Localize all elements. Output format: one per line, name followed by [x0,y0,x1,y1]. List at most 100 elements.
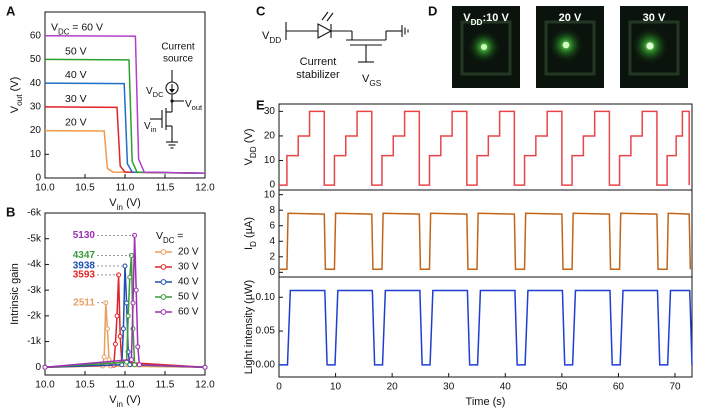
marker [130,300,136,306]
legend-title: VDC = [156,230,183,245]
y-tick-label: 60 [30,30,42,41]
circuit-label: stabilizer [296,69,340,81]
legend-label: 60 V [178,307,199,318]
photo-detail [628,20,680,76]
marker [135,344,141,350]
legend-label: 50 V [178,292,199,303]
value-label: 3593 [73,270,96,281]
legend-label: 30 V [178,262,199,273]
label-part: :10 V [482,12,509,24]
y-tick-label: 10 [264,189,276,200]
series-label: VDC = 60 V [51,21,103,36]
series-label: 40 V [65,69,87,81]
marker [101,354,107,360]
inset-label: VDC [146,86,164,100]
marker [127,274,133,280]
x-tick-label: 0 [276,382,282,393]
label-part: Light intensity (µW) [243,280,255,374]
y-tick-label: -5k [27,233,42,244]
series-line [279,289,693,366]
x-tick-label: 11.0 [116,380,135,391]
y-tick-label: -1k [27,336,42,347]
arrow-head [169,89,175,93]
x-tick-label: 12.0 [195,380,215,391]
label-part: = [69,21,81,33]
panel-letter: A [6,3,16,18]
label-part: Intrinsic gain [9,263,21,325]
y-tick-label: 20 [264,131,276,142]
label-part: in [117,400,124,409]
label-part: DC [153,90,164,99]
label-part: (V) [123,394,141,406]
marker [119,362,125,368]
y-tick-label: -3k [27,285,42,296]
y-tick-label: 0 [35,173,41,184]
y-tick-label: 8 [269,205,275,216]
series-line [279,212,692,270]
label-part: DC [163,236,175,245]
x-tick-label: 10.0 [35,380,55,391]
photos: VDD:10 V 20 V 30 V [452,6,688,88]
y-axis-label: VDD (V) [243,129,258,166]
marker [127,362,133,368]
label-part: V [109,394,117,406]
y-tick-label: 0 [35,362,41,373]
label-part: 20 V [65,116,87,128]
legend-label: 20 V [178,247,199,258]
x-tick-label: 40 [500,382,512,393]
inset-label: Vout [185,99,203,113]
label-part: DD [249,146,258,158]
label-part: V [262,30,270,42]
led [317,23,333,39]
marker [120,326,126,332]
plot-frame [278,276,693,378]
y-tick-label: 0 [269,180,275,191]
y-tick-label: 30 [30,101,42,112]
label-part: D [249,241,258,247]
led-spot [481,44,487,50]
value-label: 2511 [73,297,95,308]
y-tick-label: -2k [27,310,42,321]
photo-label: 30 V [643,12,666,24]
label-part: = [174,230,183,242]
y-axis-label: Intrinsic gain [9,263,21,325]
label-part: V [362,73,370,85]
legend-marker [160,249,167,255]
label-part: (V) [243,129,255,147]
photo-label: 20 V [559,12,582,24]
photo-label: VDD:10 V [463,12,509,27]
y-tick-label: 10 [264,155,276,166]
y-tick-label: 0.10 [256,292,276,303]
inset-title: Current [161,42,195,53]
label-part: V [156,230,163,242]
plot-frame [278,103,693,191]
plot-frame [278,189,693,278]
label-part: V [243,158,255,166]
legend-marker [160,264,167,270]
label-part: (µA) [243,217,255,241]
label-part: in [117,203,124,212]
marker [117,333,123,339]
label-part: V [185,99,192,110]
circuit-c: VDD Current stabilizer VGS [262,11,409,88]
label-part: 30 V [65,93,87,105]
led-spot [646,42,654,50]
x-tick-label: 10.5 [75,380,95,391]
marker [125,313,131,319]
y-axis-label: Vout (V) [9,77,24,114]
label-part: 40 V [65,69,87,81]
x-tick-label: 30 [443,382,455,393]
y-tick-label: 50 [30,54,42,65]
marker [128,357,134,363]
x-axis-label: Time (s) [466,396,506,408]
label-part: (V) [9,77,21,95]
marker [136,362,142,368]
y-tick-label: 0 [269,267,275,278]
label-part: V [146,86,153,97]
label-part: V [51,21,58,33]
legend-label: 40 V [178,277,199,288]
label-part: V [463,12,471,24]
series-label: 50 V [65,45,87,57]
